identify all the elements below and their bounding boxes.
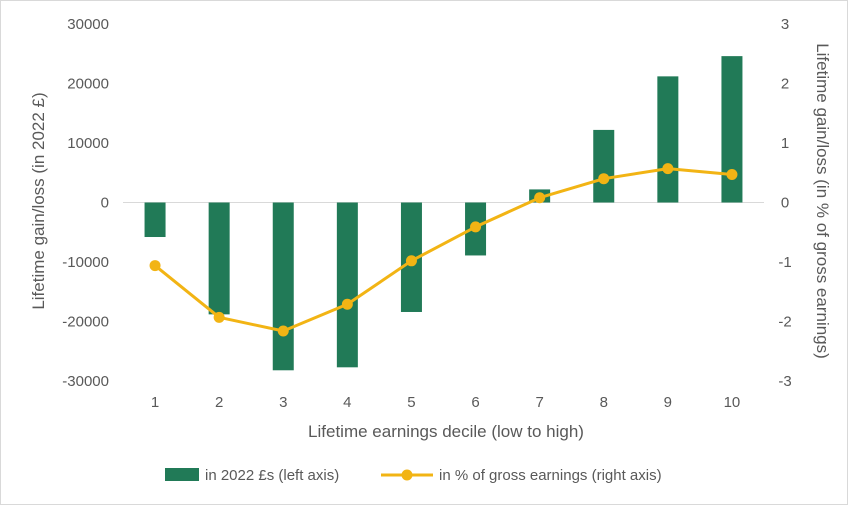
x-axis-title: Lifetime earnings decile (low to high)	[308, 422, 584, 441]
bar	[593, 129, 615, 203]
left-tick-label: -20000	[62, 314, 109, 331]
x-tick-label: 7	[535, 394, 543, 411]
left-tick-label: 20000	[67, 76, 109, 93]
line-point	[534, 192, 546, 204]
left-tick-label: -10000	[62, 254, 109, 271]
right-tick-label: 0	[781, 195, 789, 212]
bar	[144, 202, 166, 238]
left-tick-label: 10000	[67, 135, 109, 152]
right-axis-ticks: 3 2 1 0 -1 -2 -3	[778, 16, 791, 390]
bar	[721, 56, 743, 203]
x-tick-label: 5	[407, 394, 415, 411]
right-tick-label: 1	[781, 135, 789, 152]
series-line	[154, 167, 733, 333]
x-tick-label: 3	[279, 394, 287, 411]
line-point	[470, 221, 482, 233]
x-axis-ticks: 1 2 3 4 5 6 7 8 9 10	[151, 394, 740, 411]
left-tick-label: -30000	[62, 373, 109, 390]
legend-bar-swatch	[165, 468, 199, 481]
line-point	[149, 260, 161, 272]
line-point	[277, 325, 289, 337]
line-point	[405, 255, 417, 267]
right-tick-label: -3	[778, 373, 791, 390]
x-tick-label: 10	[724, 394, 741, 411]
right-tick-label: -1	[778, 254, 791, 271]
bar-series	[144, 56, 743, 371]
bar	[336, 202, 358, 368]
line-point	[598, 173, 610, 185]
line-point	[726, 169, 738, 181]
left-tick-label: 0	[101, 195, 109, 212]
x-tick-label: 2	[215, 394, 223, 411]
legend-bar-label: in 2022 £s (left axis)	[205, 467, 339, 484]
legend-line-label: in % of gross earnings (right axis)	[439, 467, 662, 484]
bar	[208, 202, 230, 315]
right-tick-label: 2	[781, 76, 789, 93]
x-tick-label: 6	[471, 394, 479, 411]
x-tick-label: 9	[664, 394, 672, 411]
right-axis-title: Lifetime gain/loss (in % of gross earnin…	[813, 43, 832, 359]
x-tick-label: 8	[600, 394, 608, 411]
line-point	[341, 298, 353, 310]
bar	[657, 76, 679, 203]
right-tick-label: -2	[778, 314, 791, 331]
right-tick-label: 3	[781, 16, 789, 33]
line-series	[149, 163, 738, 337]
legend-line-marker	[401, 469, 413, 481]
left-tick-label: 30000	[67, 16, 109, 33]
left-axis-ticks: 30000 20000 10000 0 -10000 -20000 -30000	[62, 16, 109, 390]
line-point	[213, 311, 225, 323]
x-tick-label: 1	[151, 394, 159, 411]
left-axis-title: Lifetime gain/loss (in 2022 £)	[29, 92, 48, 309]
bar	[272, 202, 294, 371]
line-point	[662, 163, 674, 175]
legend: in 2022 £s (left axis) in % of gross ear…	[165, 467, 662, 484]
x-tick-label: 4	[343, 394, 351, 411]
